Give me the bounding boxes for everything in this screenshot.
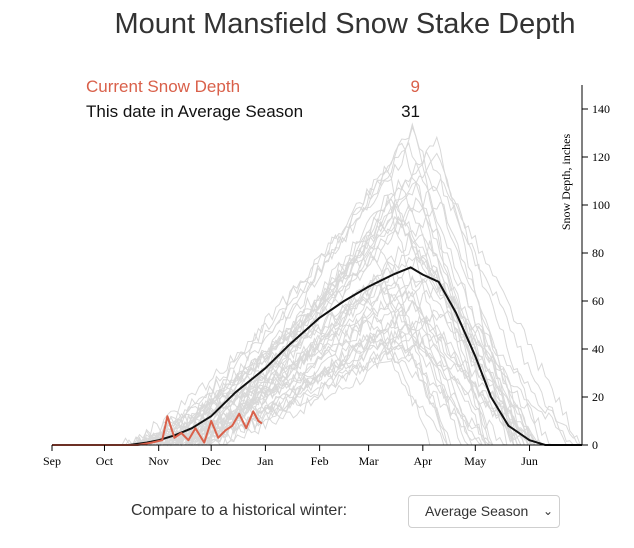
y-tick-label: 20 bbox=[592, 390, 604, 404]
y-tick-label: 120 bbox=[592, 150, 610, 164]
historical-season-line bbox=[52, 178, 581, 446]
x-tick-label: Sep bbox=[43, 454, 61, 468]
compare-label: Compare to a historical winter: bbox=[131, 502, 348, 519]
x-axis: Sep Oct Nov Dec Jan Feb Mar Apr May Jun bbox=[43, 444, 582, 468]
season-select-value: Average Season bbox=[425, 503, 529, 519]
series-lines bbox=[52, 266, 582, 446]
y-tick-label: 60 bbox=[592, 294, 604, 308]
x-tick-label: Feb bbox=[311, 454, 329, 468]
average-season-label: This date in Average Season bbox=[86, 102, 304, 121]
x-tick-label: Apr bbox=[413, 454, 432, 468]
historical-season-line bbox=[52, 142, 581, 446]
snow-depth-chart: Sep Oct Nov Dec Jan Feb Mar Apr May Jun 0 20 40 60 80… bbox=[43, 85, 610, 468]
y-tick-label: 0 bbox=[592, 438, 598, 452]
chevron-down-icon: ⌄ bbox=[542, 504, 553, 518]
x-tick-label: Oct bbox=[96, 454, 114, 468]
page-title: Mount Mansfield Snow Stake Depth bbox=[114, 8, 576, 40]
y-axis-label: Snow Depth, inches bbox=[559, 134, 573, 231]
y-tick-label: 100 bbox=[592, 198, 610, 212]
average-season-value: 31 bbox=[401, 102, 420, 121]
x-tick-label: Mar bbox=[359, 454, 379, 468]
y-tick-label: 80 bbox=[592, 246, 604, 260]
current-snow-depth-label: Current Snow Depth bbox=[86, 77, 241, 96]
historical-seasons bbox=[52, 122, 581, 447]
current-season-line bbox=[52, 410, 263, 446]
y-tick-label: 40 bbox=[592, 342, 604, 356]
average-season-line bbox=[52, 266, 582, 446]
x-tick-label: Jun bbox=[521, 454, 538, 468]
y-tick-label: 140 bbox=[592, 102, 610, 116]
x-tick-label: Dec bbox=[202, 454, 221, 468]
historical-season-line bbox=[52, 266, 581, 447]
historical-season-line bbox=[52, 215, 581, 447]
y-axis: 0 20 40 60 80 100 120 140 bbox=[581, 85, 610, 452]
x-tick-label: Jan bbox=[257, 454, 273, 468]
season-select[interactable]: Average Season ⌄ bbox=[408, 495, 560, 528]
x-tick-label: May bbox=[464, 454, 486, 468]
current-snow-depth-value: 9 bbox=[410, 77, 420, 96]
x-tick-label: Nov bbox=[148, 454, 169, 468]
historical-season-line bbox=[52, 135, 581, 446]
